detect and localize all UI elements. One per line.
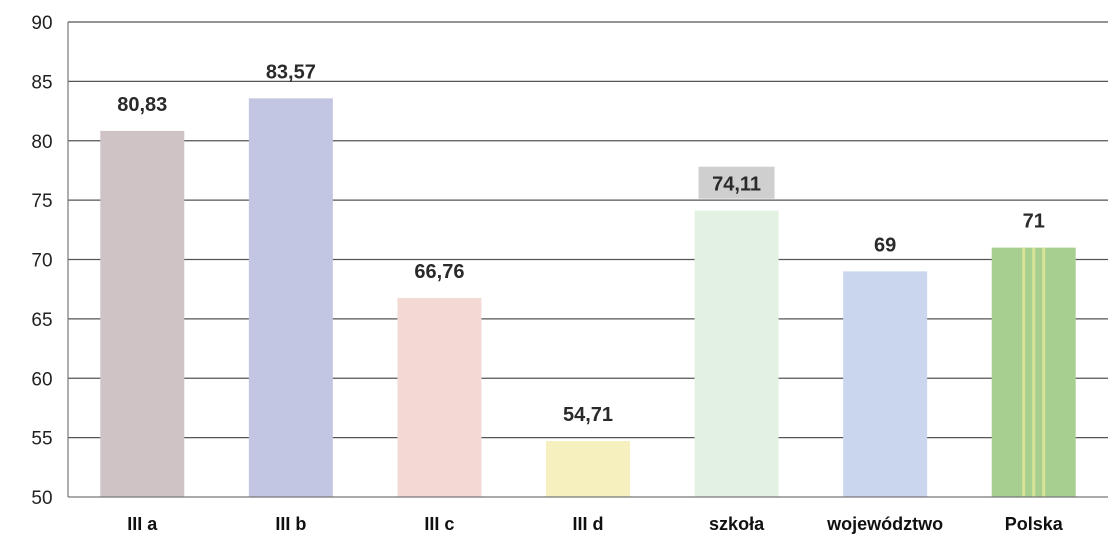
data-label: 69 bbox=[874, 234, 896, 256]
bar-stripe bbox=[1032, 247, 1036, 497]
category-label: III b bbox=[275, 514, 306, 534]
category-label: III d bbox=[573, 514, 604, 534]
y-tick-label: 70 bbox=[31, 251, 52, 272]
y-tick-label: 85 bbox=[31, 72, 52, 93]
bar bbox=[843, 271, 928, 497]
bar bbox=[100, 130, 185, 498]
category-label: Polska bbox=[1005, 514, 1064, 534]
gridlines bbox=[68, 21, 1108, 439]
category-label: województwo bbox=[826, 514, 943, 534]
y-tick-label: 50 bbox=[31, 488, 52, 509]
bar bbox=[397, 297, 482, 497]
data-label: 83,57 bbox=[266, 61, 316, 83]
data-label: 71 bbox=[1023, 211, 1045, 233]
data-labels: 80,83 83,57 66,76 54,71 74,11 69 71 bbox=[117, 61, 1045, 426]
bar bbox=[546, 441, 630, 497]
data-label: 66,76 bbox=[414, 261, 464, 283]
bar-stripe bbox=[1042, 247, 1046, 497]
category-label: szkoła bbox=[709, 514, 765, 534]
y-tick-label: 60 bbox=[31, 369, 52, 390]
bar bbox=[694, 210, 779, 497]
y-tick-label: 80 bbox=[31, 132, 52, 153]
data-label: 80,83 bbox=[117, 94, 167, 116]
y-tick-label: 75 bbox=[31, 191, 52, 212]
y-tick-label: 55 bbox=[31, 429, 52, 450]
data-label: 74,11 bbox=[712, 174, 761, 196]
bar bbox=[248, 98, 333, 497]
data-label: 54,71 bbox=[563, 404, 613, 426]
category-label: III a bbox=[127, 514, 158, 534]
y-tick-label: 65 bbox=[31, 310, 52, 331]
data-label-background bbox=[698, 166, 775, 199]
bar-stripe bbox=[1022, 247, 1026, 497]
y-axis-ticks: 50 55 60 65 70 75 80 85 90 bbox=[31, 13, 52, 509]
bars bbox=[100, 98, 1076, 498]
category-label: III c bbox=[424, 514, 454, 534]
x-axis-categories: III a III b III c III d szkoła województwo Pol… bbox=[127, 514, 1063, 534]
y-tick-label: 90 bbox=[31, 13, 52, 34]
